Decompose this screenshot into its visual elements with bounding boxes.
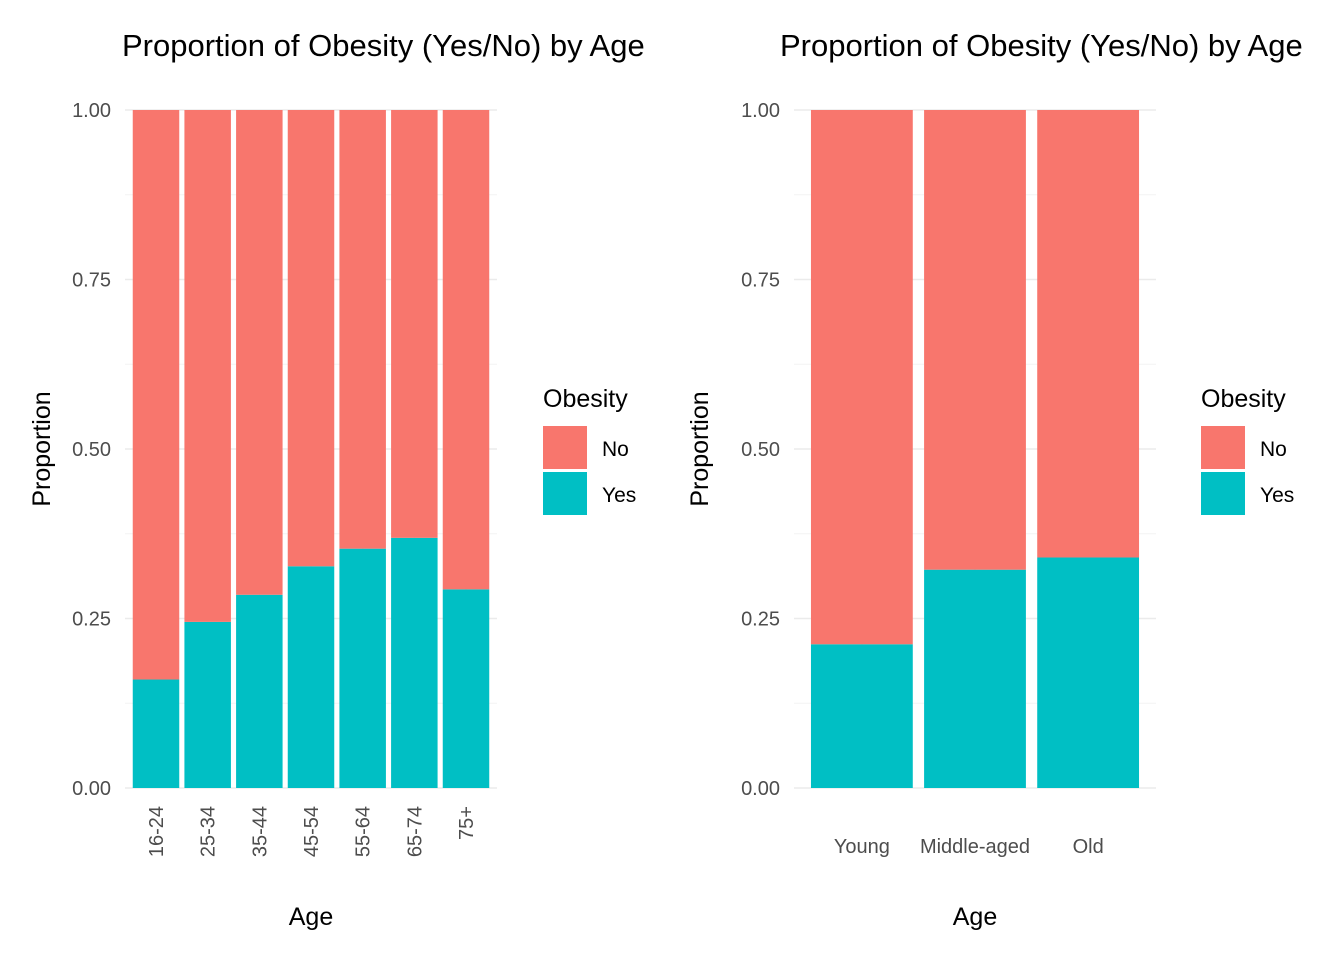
x-tick-label: 35-44 <box>249 806 271 857</box>
x-tick-label: Middle-aged <box>920 836 1030 858</box>
stacked-bar-chart-age-groups: 0.00 0.25 0.50 0.75 1.00 16-24 25-34 35-44 45-54… <box>28 28 645 931</box>
legend: Obesity No Yes <box>543 385 636 515</box>
bar-yes-45-54 <box>287 566 335 788</box>
bar-yes-young <box>810 644 913 788</box>
x-tick-label: 55-64 <box>353 806 375 857</box>
stacked-bar-chart-age-categories: 0.00 0.25 0.50 0.75 1.00 Young Middle-aged Old P… <box>686 28 1303 931</box>
bar-yes-old <box>1037 557 1140 788</box>
y-tick-label: 0.75 <box>741 270 780 292</box>
legend-title: Obesity <box>1201 385 1286 413</box>
y-tick-label: 0.00 <box>741 778 780 800</box>
x-axis-title: Age <box>289 903 333 931</box>
legend-swatch-yes <box>543 472 587 515</box>
bar-no-75- <box>442 110 490 590</box>
x-tick-label: Old <box>1073 836 1104 858</box>
bar-yes-16-24 <box>132 679 180 788</box>
bar-no-25-34 <box>184 110 231 622</box>
bar-yes-35-44 <box>236 594 283 788</box>
bar-yes-middle-aged <box>924 569 1026 788</box>
bar-yes-25-34 <box>184 621 231 788</box>
legend-swatch-no <box>543 426 587 469</box>
chart-panel-age-categories: 0.00 0.25 0.50 0.75 1.00 Young Middle-aged Old P… <box>672 0 1344 960</box>
y-tick-label: 0.50 <box>72 439 111 461</box>
x-axis-title: Age <box>953 903 997 931</box>
y-tick-label: 1.00 <box>72 100 111 122</box>
x-tick-label: 45-54 <box>301 806 323 857</box>
legend-title: Obesity <box>543 385 628 413</box>
x-tick-label: 65-74 <box>404 806 426 857</box>
bar-no-65-74 <box>391 110 438 538</box>
x-tick-label: 25-34 <box>198 806 220 857</box>
bars <box>810 110 1140 788</box>
y-tick-label: 0.00 <box>72 778 111 800</box>
bar-no-16-24 <box>132 110 180 680</box>
legend-swatch-no <box>1201 426 1245 469</box>
bar-no-old <box>1037 110 1140 558</box>
chart-title: Proportion of Obesity (Yes/No) by Age <box>780 28 1303 63</box>
y-tick-label: 1.00 <box>741 100 780 122</box>
legend-label-yes: Yes <box>1260 484 1294 507</box>
legend-label-no: No <box>602 438 629 461</box>
chart-title: Proportion of Obesity (Yes/No) by Age <box>122 28 645 63</box>
bar-yes-55-64 <box>339 548 386 788</box>
bar-no-35-44 <box>236 110 283 595</box>
bar-no-middle-aged <box>924 110 1026 570</box>
y-tick-label: 0.25 <box>72 609 111 631</box>
legend: Obesity No Yes <box>1201 385 1294 515</box>
chart-panel-age-groups: 0.00 0.25 0.50 0.75 1.00 16-24 25-34 35-44 45-54… <box>28 28 645 931</box>
bar-yes-75- <box>442 589 490 788</box>
bar-no-45-54 <box>287 110 335 567</box>
legend-label-no: No <box>1260 438 1287 461</box>
bars <box>132 110 490 788</box>
bar-yes-65-74 <box>391 537 438 788</box>
x-tick-label: 75+ <box>456 806 478 840</box>
y-axis-title: Proportion <box>28 391 56 506</box>
y-axis-title: Proportion <box>686 391 714 506</box>
x-tick-label: 16-24 <box>146 806 168 857</box>
x-tick-label: Young <box>834 836 890 858</box>
bar-no-55-64 <box>339 110 386 549</box>
y-tick-label: 0.50 <box>741 439 780 461</box>
legend-label-yes: Yes <box>602 484 636 507</box>
y-tick-label: 0.75 <box>72 270 111 292</box>
bar-no-young <box>810 110 913 645</box>
legend-swatch-yes <box>1201 472 1245 515</box>
y-tick-label: 0.25 <box>741 609 780 631</box>
